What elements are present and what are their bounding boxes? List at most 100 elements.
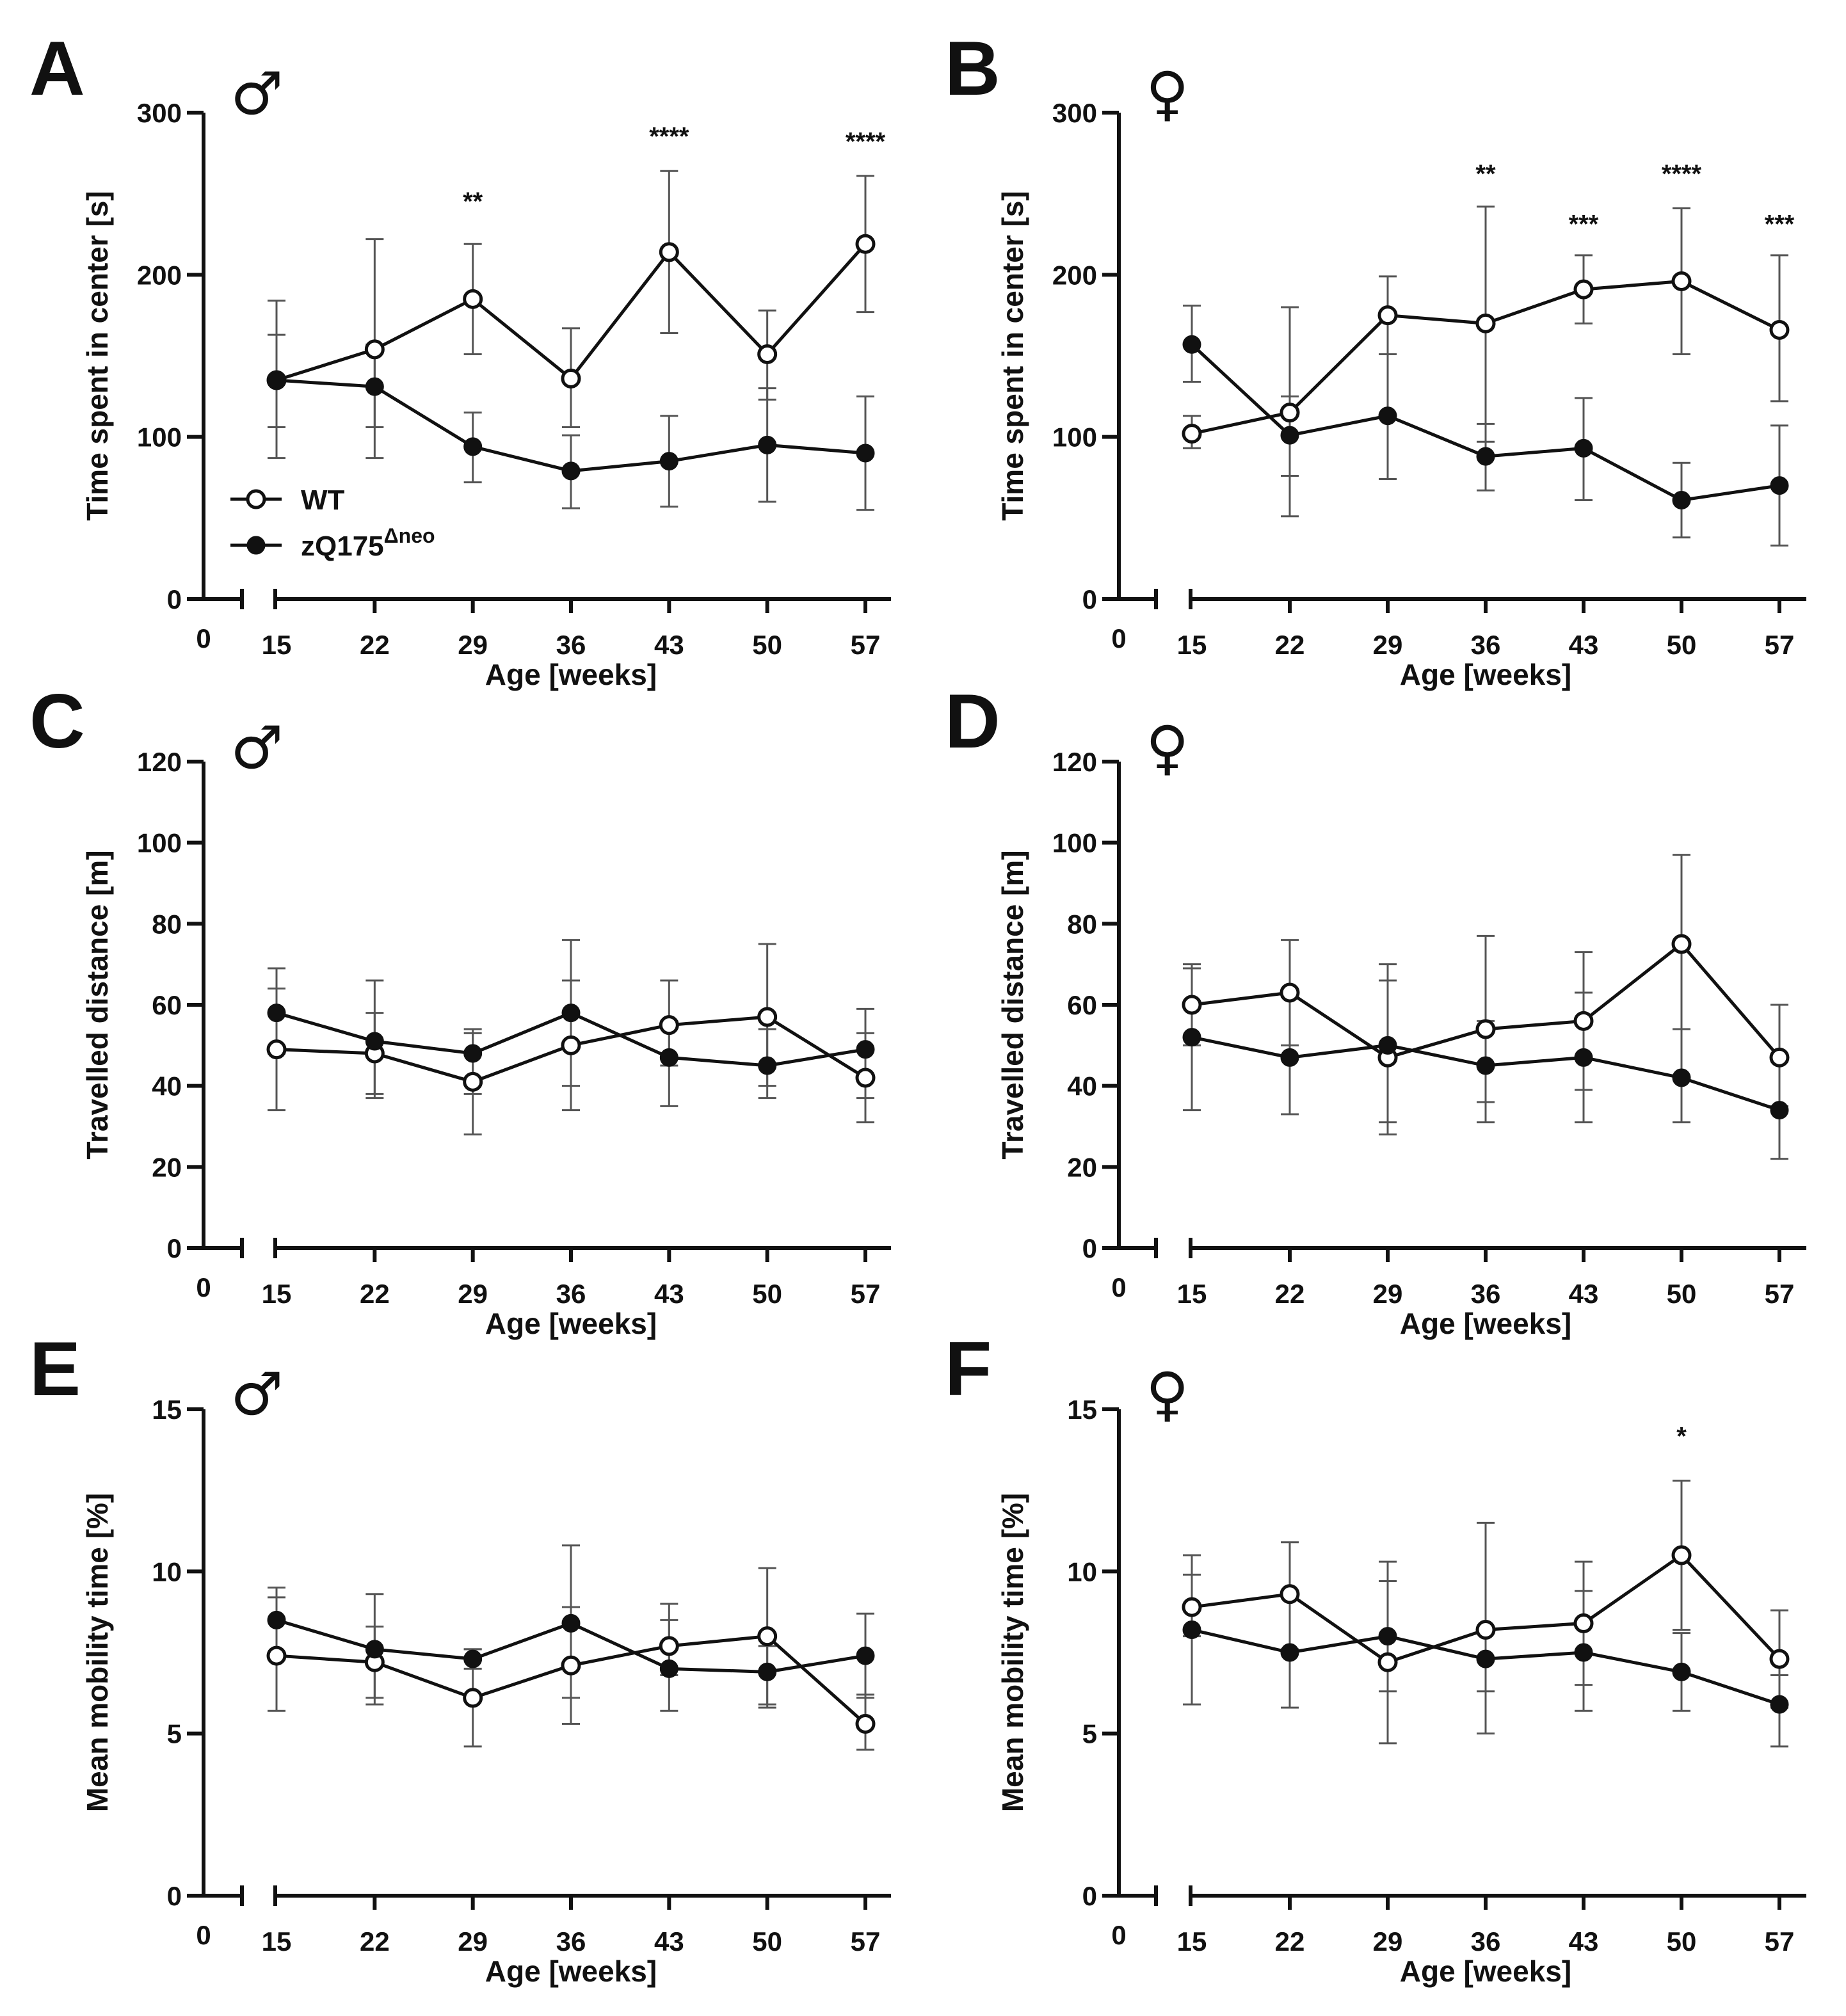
data-point-wt: [757, 1007, 778, 1027]
error-bars-wt: [1183, 1479, 1788, 1745]
panel-a: A ♂ 0 100 200 300 Time spent in center [s] 0 15 2…: [29, 26, 891, 691]
y-tick-label: 5: [1082, 1719, 1097, 1749]
data-point-wt: [659, 1015, 679, 1036]
x-tick-label: 0: [196, 1272, 211, 1302]
female-symbol-icon: ♀: [1146, 714, 1189, 782]
data-point-wt: [1573, 1613, 1594, 1633]
female-symbol-icon: ♀: [1146, 60, 1189, 128]
panel-e: E ♂ 0 5 10 15 Mean mobility time [%] 0 15 22 29 36 4…: [29, 1326, 891, 1988]
significance-label: ***: [1765, 210, 1795, 238]
data-point-wt: [266, 1039, 287, 1060]
y-tick-label: 100: [137, 828, 182, 858]
y-tick-label: 40: [152, 1071, 182, 1101]
x-axis-label: Age [weeks]: [1400, 1307, 1571, 1340]
y-axis-label: Travelled distance [m]: [996, 850, 1029, 1159]
data-point-zq175: [463, 1649, 483, 1668]
data-point-zq175: [267, 1610, 286, 1629]
x-tick-label: 36: [1471, 630, 1501, 660]
data-point-wt: [1182, 1597, 1202, 1617]
x-axis-label: Age [weeks]: [485, 1307, 657, 1340]
x-tick-label: 57: [1765, 630, 1795, 660]
data-point-wt: [757, 344, 778, 364]
x-tick-label: 43: [654, 630, 684, 660]
data-point-zq175: [758, 1056, 777, 1075]
y-tick-label: 200: [1052, 260, 1097, 290]
data-point-zq175: [1182, 1620, 1201, 1640]
data-point-wt: [1280, 982, 1300, 1003]
x-tick-label: 57: [851, 1279, 881, 1309]
data-point-wt: [1280, 403, 1300, 423]
legend-label-superscript: Δneo: [384, 524, 435, 547]
data-point-zq175: [1574, 1048, 1593, 1067]
data-point-wt: [855, 1068, 876, 1088]
y-tick-label: 0: [167, 1881, 182, 1911]
male-symbol-icon: ♂: [230, 60, 283, 128]
data-point-wt: [757, 1626, 778, 1647]
y-tick-label: 100: [1052, 828, 1097, 858]
x-tick-label: 50: [752, 630, 782, 660]
data-point-wt: [1671, 934, 1692, 954]
x-tick-label: 15: [1177, 1279, 1207, 1309]
x-tick-label: 15: [262, 630, 292, 660]
data-point-zq175: [1378, 1627, 1397, 1646]
x-tick-label: 50: [1667, 1926, 1697, 1956]
significance-label: **: [463, 188, 483, 216]
data-point-zq175: [561, 461, 581, 481]
x-tick-label: 50: [752, 1279, 782, 1309]
y-tick-label: 0: [167, 1233, 182, 1263]
data-point-wt: [463, 1688, 483, 1708]
panel-letter: F: [945, 1326, 991, 1412]
data-point-zq175: [1574, 1643, 1593, 1662]
data-point-wt: [1377, 1652, 1398, 1672]
x-tick-label: 29: [458, 630, 488, 660]
data-point-zq175: [267, 1004, 286, 1023]
panel-d: D ♀ 0 20 40 60 80 100 120 Travelled distance [m] 0…: [945, 678, 1806, 1340]
panel-letter: A: [29, 26, 85, 111]
y-tick-label: 100: [137, 422, 182, 452]
x-tick-label: 43: [654, 1926, 684, 1956]
data-point-zq175: [1770, 476, 1789, 495]
data-point-zq175: [758, 1662, 777, 1681]
y-tick-label: 120: [1052, 747, 1097, 777]
panel-letter: B: [945, 26, 1000, 111]
data-point-zq175: [1280, 426, 1299, 445]
legend-marker-open: [246, 489, 266, 509]
data-point-zq175: [1672, 1662, 1691, 1681]
x-tick-label: 15: [1177, 630, 1207, 660]
y-tick-label: 80: [1067, 909, 1097, 939]
data-point-zq175: [463, 1044, 483, 1063]
y-tick-label: 20: [152, 1152, 182, 1182]
male-symbol-icon: ♂: [230, 714, 283, 782]
data-point-wt: [1280, 1584, 1300, 1604]
y-tick-label: 0: [1082, 584, 1097, 614]
legend-marker-filled: [246, 536, 266, 555]
y-tick-label: 0: [1082, 1881, 1097, 1911]
data-point-wt: [1377, 305, 1398, 326]
x-axis-label: Age [weeks]: [1400, 658, 1571, 691]
data-point-wt: [1182, 424, 1202, 444]
x-tick-label: 57: [851, 1926, 881, 1956]
data-point-wt: [1769, 1649, 1790, 1669]
data-point-zq175: [1770, 1101, 1789, 1120]
legend-label: zQ175Δneo: [301, 524, 435, 562]
data-point-wt: [1182, 995, 1202, 1015]
data-point-zq175: [365, 1032, 384, 1051]
x-tick-label: 0: [196, 623, 211, 653]
x-tick-label: 43: [1569, 630, 1599, 660]
data-point-zq175: [365, 1640, 384, 1659]
y-tick-label: 80: [152, 909, 182, 939]
data-point-zq175: [1672, 1068, 1691, 1087]
y-tick-label: 200: [137, 260, 182, 290]
y-tick-label: 5: [167, 1719, 182, 1749]
x-tick-label: 22: [1275, 1926, 1305, 1956]
significance-label: ****: [1662, 160, 1702, 188]
data-point-wt: [659, 242, 679, 262]
x-tick-label: 36: [556, 1926, 586, 1956]
y-tick-label: 300: [137, 98, 182, 128]
significance-label: **: [1475, 160, 1496, 188]
x-tick-label: 50: [1667, 1279, 1697, 1309]
x-tick-label: 0: [196, 1920, 211, 1950]
data-point-zq175: [561, 1613, 581, 1633]
data-point-zq175: [1672, 490, 1691, 509]
